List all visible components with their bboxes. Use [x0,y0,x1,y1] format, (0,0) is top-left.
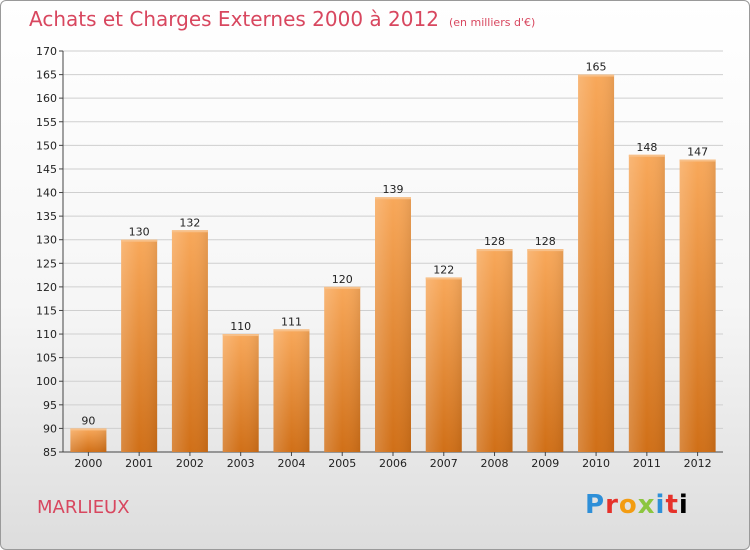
bar-shading [679,159,716,452]
bar-top-highlight [121,239,158,242]
bar-shading [121,239,158,452]
bar-top-highlight [527,249,564,252]
logo-letter: o [618,490,638,520]
proxiti-logo[interactable]: Proxiti [585,490,689,520]
chart-title-text: Achats et Charges Externes 2000 à 2012 [29,7,439,31]
commune-name: MARLIEUX [37,497,130,518]
logo-letter: r [605,490,619,520]
logo-letter: i [678,490,689,520]
x-axis-labels: 2000 2001 2002 2003 2004 2005 2006 2007 2008 2009… [74,452,712,470]
chart-title: Achats et Charges Externes 2000 à 2012 (e… [29,7,535,31]
y-tick-label: 165 [36,69,57,82]
x-tick-label: 2001 [125,457,153,470]
bar-shading [578,74,615,453]
bar-value-label: 122 [433,263,454,276]
bar-shading [628,154,665,452]
bar-shading [527,249,564,452]
y-tick-label: 140 [36,187,57,200]
bars: 90 130 132 110 111 120 139 122 128 128 165 148 147 [70,61,716,453]
bar-value-label: 148 [636,141,657,154]
x-tick-label: 2004 [277,457,305,470]
bar-value-label: 128 [535,235,556,248]
bar-top-highlight [222,334,259,337]
bar-value-label: 90 [81,414,95,427]
bar-shading [70,428,107,452]
y-tick-label: 170 [36,45,57,58]
y-tick-label: 115 [36,304,57,317]
y-tick-label: 85 [43,446,57,459]
bar-value-label: 139 [383,183,404,196]
y-tick-label: 100 [36,375,57,388]
y-tick-label: 160 [36,92,57,105]
bar-top-highlight [171,230,208,233]
y-tick-label: 110 [36,328,57,341]
x-tick-label: 2000 [74,457,102,470]
logo-letter: P [585,490,606,520]
bar-shading [171,230,208,452]
x-tick-label: 2012 [684,457,712,470]
bar-shading [324,286,361,452]
x-tick-label: 2003 [227,457,255,470]
bar-top-highlight [476,249,513,252]
bar-top-highlight [273,329,310,332]
bar-top-highlight [70,428,107,431]
y-tick-label: 135 [36,210,57,223]
bar-top-highlight [425,277,462,280]
y-tick-label: 120 [36,281,57,294]
bar-value-label: 128 [484,235,505,248]
x-tick-label: 2006 [379,457,407,470]
x-tick-label: 2002 [176,457,204,470]
logo-letter: i [655,490,666,520]
bar-value-label: 147 [687,146,708,159]
bar-shading [273,329,310,452]
x-tick-label: 2007 [430,457,458,470]
bar-top-highlight [324,286,361,289]
bar-value-label: 110 [230,320,251,333]
x-tick-label: 2008 [481,457,509,470]
bar-top-highlight [375,197,411,200]
bar-top-highlight [679,159,716,162]
bar-top-highlight [578,74,615,77]
bar-value-label: 120 [332,273,353,286]
bar-shading [375,197,411,452]
bar-value-label: 132 [179,216,200,229]
logo-letter: x [637,490,656,520]
x-tick-label: 2011 [633,457,661,470]
y-tick-label: 105 [36,352,57,365]
chart-unit: (en milliers d'€) [448,16,536,29]
x-tick-label: 2009 [531,457,559,470]
bar-shading [476,249,513,452]
bar-value-label: 130 [129,226,150,239]
bar-shading [222,334,259,452]
y-tick-label: 145 [36,163,57,176]
bar-value-label: 165 [586,61,607,74]
y-tick-label: 95 [43,399,57,412]
y-tick-label: 90 [43,422,57,435]
y-tick-label: 130 [36,234,57,247]
y-tick-label: 150 [36,139,57,152]
x-tick-label: 2010 [582,457,610,470]
logo-letter: t [665,490,679,520]
bar-value-label: 111 [281,315,302,328]
y-tick-label: 155 [36,116,57,129]
bar-top-highlight [628,154,665,157]
y-tick-label: 125 [36,257,57,270]
bar-shading [425,277,462,452]
x-tick-label: 2005 [328,457,356,470]
